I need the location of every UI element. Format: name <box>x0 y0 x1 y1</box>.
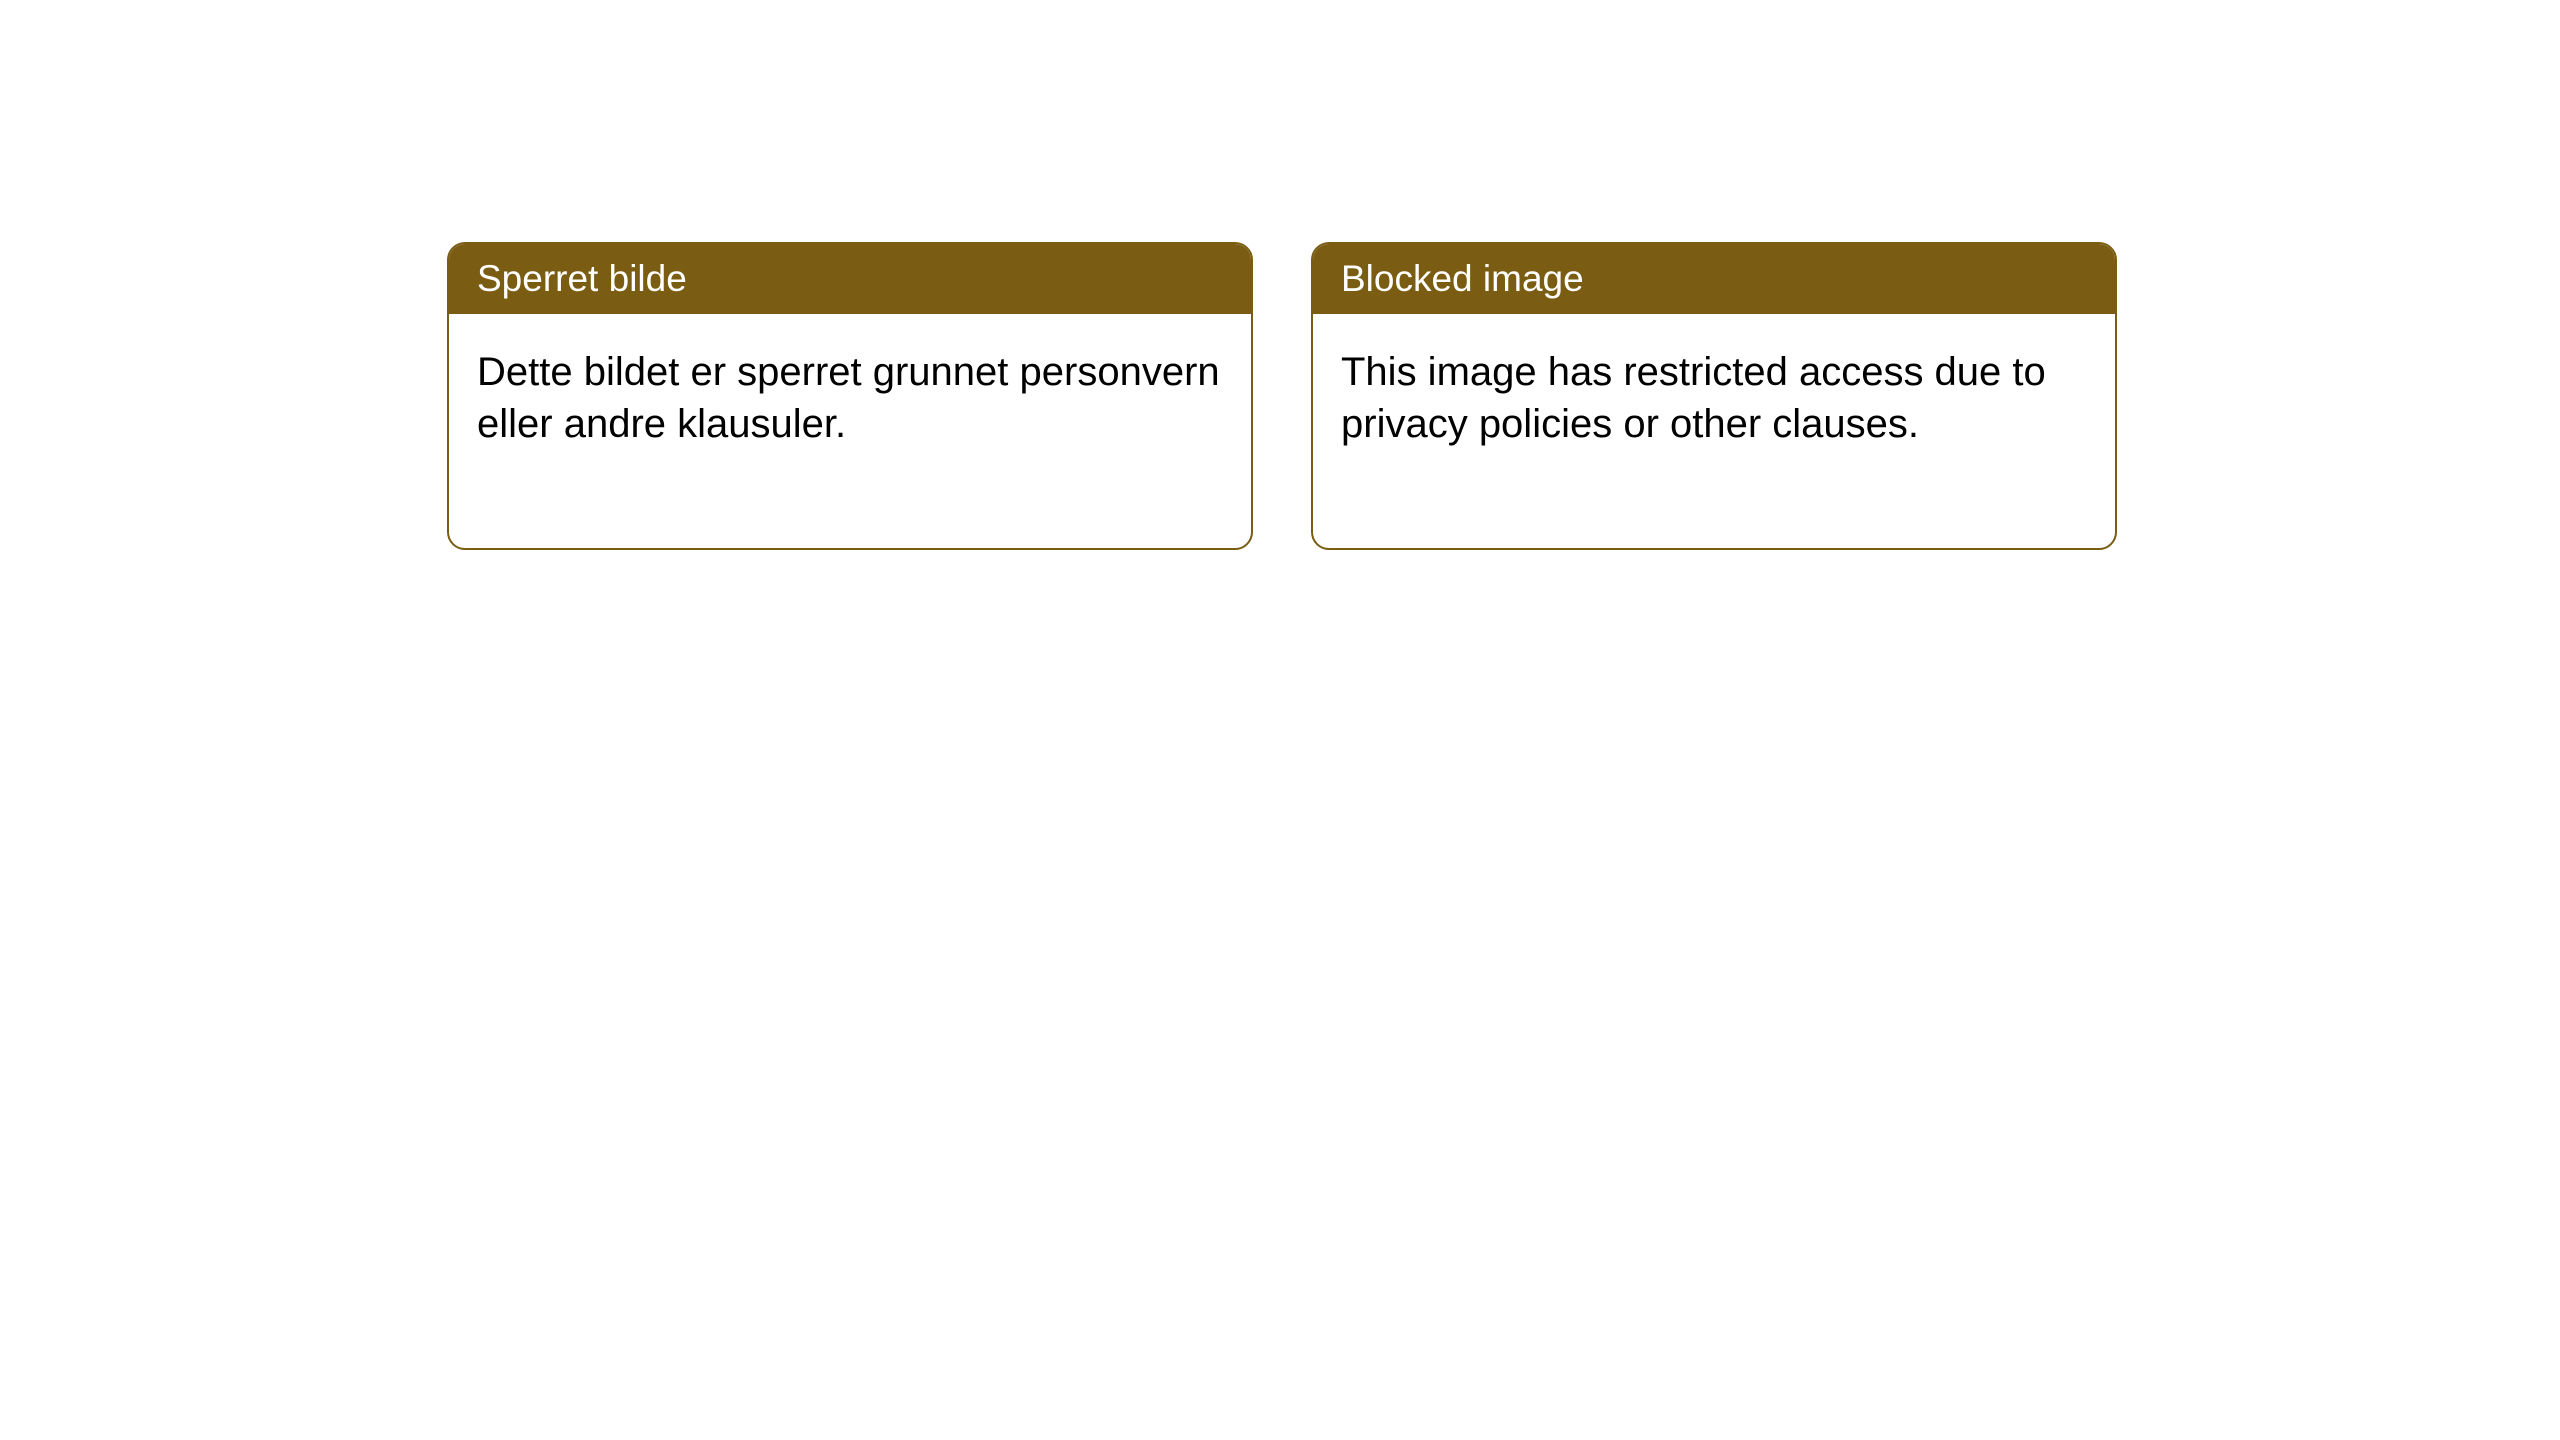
notice-card-english: Blocked image This image has restricted … <box>1311 242 2117 550</box>
notice-body-norwegian: Dette bildet er sperret grunnet personve… <box>449 314 1251 548</box>
notice-title-norwegian: Sperret bilde <box>449 244 1251 314</box>
notice-card-norwegian: Sperret bilde Dette bildet er sperret gr… <box>447 242 1253 550</box>
notice-container: Sperret bilde Dette bildet er sperret gr… <box>0 0 2560 550</box>
notice-body-english: This image has restricted access due to … <box>1313 314 2115 548</box>
notice-title-english: Blocked image <box>1313 244 2115 314</box>
